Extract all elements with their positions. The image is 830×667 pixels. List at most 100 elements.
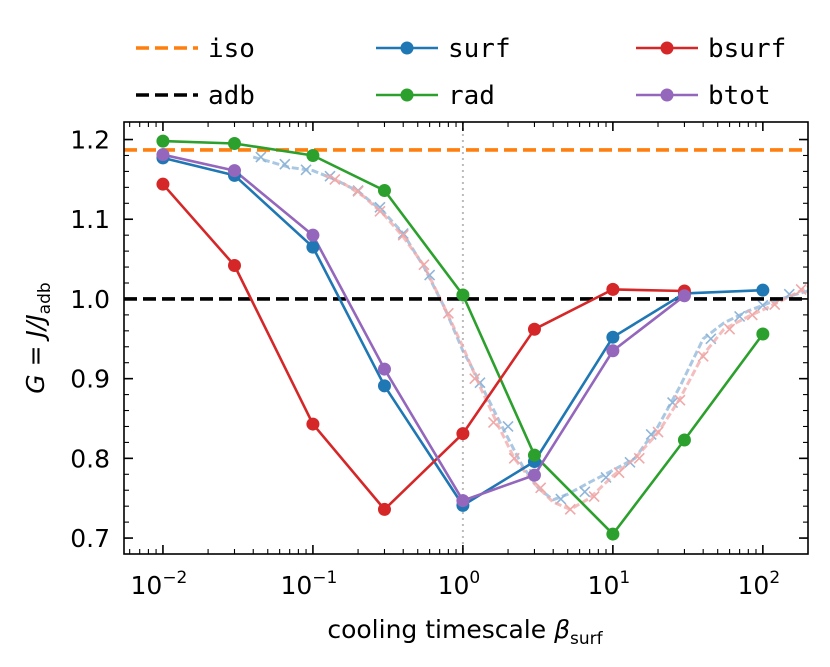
x-tick-label-exponent: −2	[162, 568, 187, 588]
point-rad	[156, 134, 170, 148]
point-btot	[156, 148, 170, 162]
faint-marker-bsurf-continuous	[535, 482, 547, 494]
point-bsurf	[156, 177, 170, 191]
y-tick-label: 1.2	[70, 126, 110, 155]
svg-text:cooling timescale βsurf: cooling timescale βsurf	[327, 615, 603, 649]
point-rad	[756, 327, 770, 341]
x-axis-label: cooling timescale βsurf	[327, 615, 603, 649]
legend-item-adb: adb	[136, 81, 255, 111]
point-bsurf	[456, 427, 470, 441]
point-bsurf	[306, 417, 320, 431]
x-tick-label-exponent: 1	[619, 568, 630, 588]
x-axis-label-symbol: β	[553, 615, 570, 644]
point-btot	[377, 362, 391, 376]
legend-marker-rad	[400, 88, 414, 102]
faint-marker-surf-continuous	[374, 201, 386, 213]
point-bsurf	[527, 322, 541, 336]
point-surf	[756, 283, 770, 297]
point-rad	[377, 184, 391, 198]
faint-marker-bsurf-continuous	[588, 491, 600, 503]
legend-item-bsurf: bsurf	[636, 34, 786, 64]
faint-line-bsurf-continuous	[324, 174, 808, 512]
faint-marker-surf-continuous	[579, 486, 591, 498]
legend-item-iso: iso	[136, 34, 255, 64]
point-btot	[677, 289, 691, 303]
legend-item-btot: btot	[636, 81, 771, 111]
faint-marker-surf-continuous	[279, 158, 291, 170]
faint-marker-bsurf-continuous	[374, 205, 386, 217]
legend-item-surf: surf	[376, 34, 511, 64]
legend-marker-bsurf	[660, 41, 674, 55]
faint-marker-surf-continuous	[300, 164, 312, 176]
faint-marker-bsurf-continuous	[697, 350, 709, 362]
y-tick-label: 0.8	[70, 444, 110, 473]
legend-label-btot: btot	[708, 81, 771, 111]
faint-marker-bsurf-continuous	[442, 307, 454, 319]
faint-marker-bsurf-continuous	[469, 373, 481, 385]
x-tick-label: 101	[588, 568, 631, 600]
faint-marker-bsurf-continuous	[746, 309, 758, 321]
legend-label-iso: iso	[208, 34, 255, 64]
legend-marker-surf	[400, 41, 414, 55]
legend-item-rad: rad	[376, 81, 495, 111]
point-bsurf	[227, 258, 241, 272]
faint-marker-bsurf-continuous	[795, 283, 807, 295]
point-rad	[606, 527, 620, 541]
x-tick-label-exponent: 0	[469, 568, 480, 588]
y-axis-label-sub: adb	[35, 282, 55, 314]
legend-label-bsurf: bsurf	[708, 34, 786, 64]
faint-marker-bsurf-continuous	[329, 173, 341, 185]
faint-marker-surf-continuous	[502, 420, 514, 433]
point-btot	[456, 494, 470, 508]
legend-marker-btot	[660, 88, 674, 102]
x-tick-label-exponent: −1	[312, 568, 337, 588]
x-tick-label-base: 10	[738, 571, 770, 600]
y-axis-label: G = J/Jadb	[21, 282, 55, 393]
faint-marker-bsurf-continuous	[564, 503, 576, 515]
faint-marker-surf-continuous	[555, 493, 567, 505]
faint-marker-surf-continuous	[645, 428, 657, 441]
point-bsurf	[606, 282, 620, 296]
x-tick-label-base: 10	[131, 571, 163, 600]
faint-marker-surf-continuous	[255, 151, 267, 163]
legend-label-surf: surf	[448, 34, 511, 64]
series-line-bsurf	[161, 183, 685, 511]
legend: iso surf bsurf adb rad btot	[136, 34, 786, 111]
point-btot	[527, 468, 541, 482]
faint-marker-bsurf-continuous	[508, 452, 520, 464]
faint-marker-bsurf-continuous	[674, 394, 686, 406]
legend-label-rad: rad	[448, 81, 495, 111]
faint-marker-bsurf-continuous	[633, 452, 645, 464]
faint-marker-bsurf-continuous	[769, 298, 781, 311]
x-tick-label-exponent: 2	[769, 568, 780, 588]
point-btot	[306, 228, 320, 242]
point-btot	[227, 164, 241, 178]
point-rad	[306, 148, 320, 162]
y-axis-label-main: G = J/J	[21, 314, 50, 393]
point-rad	[677, 433, 691, 447]
x-tick-label-base: 10	[438, 571, 470, 600]
point-surf	[306, 240, 320, 254]
faint-marker-bsurf-continuous	[487, 416, 500, 429]
plot-content	[124, 122, 808, 554]
point-btot	[606, 344, 620, 358]
axes-frame	[123, 121, 809, 555]
point-rad	[527, 448, 541, 462]
y-tick-label: 0.7	[70, 524, 110, 553]
legend-label-adb: adb	[208, 81, 255, 111]
y-tick-label: 0.9	[70, 365, 110, 394]
faint-marker-bsurf-continuous	[613, 467, 625, 479]
faint-marker-surf-continuous	[734, 310, 746, 323]
x-tick-label: 102	[738, 568, 781, 600]
x-tick-label: 10−2	[131, 568, 188, 600]
point-bsurf	[377, 502, 391, 516]
plot-area: 0.70.80.91.01.11.210−2 10−1 100 101 102	[70, 121, 809, 600]
point-surf	[377, 379, 391, 393]
faint-marker-bsurf-continuous	[724, 323, 736, 335]
x-tick-label-base: 10	[588, 571, 620, 600]
faint-marker-bsurf-continuous	[352, 185, 364, 197]
faint-line-surf-continuous	[252, 155, 808, 502]
faint-marker-bsurf-continuous	[652, 426, 664, 438]
x-tick-label: 100	[438, 568, 481, 600]
x-axis-label-main: cooling timescale	[327, 615, 554, 644]
